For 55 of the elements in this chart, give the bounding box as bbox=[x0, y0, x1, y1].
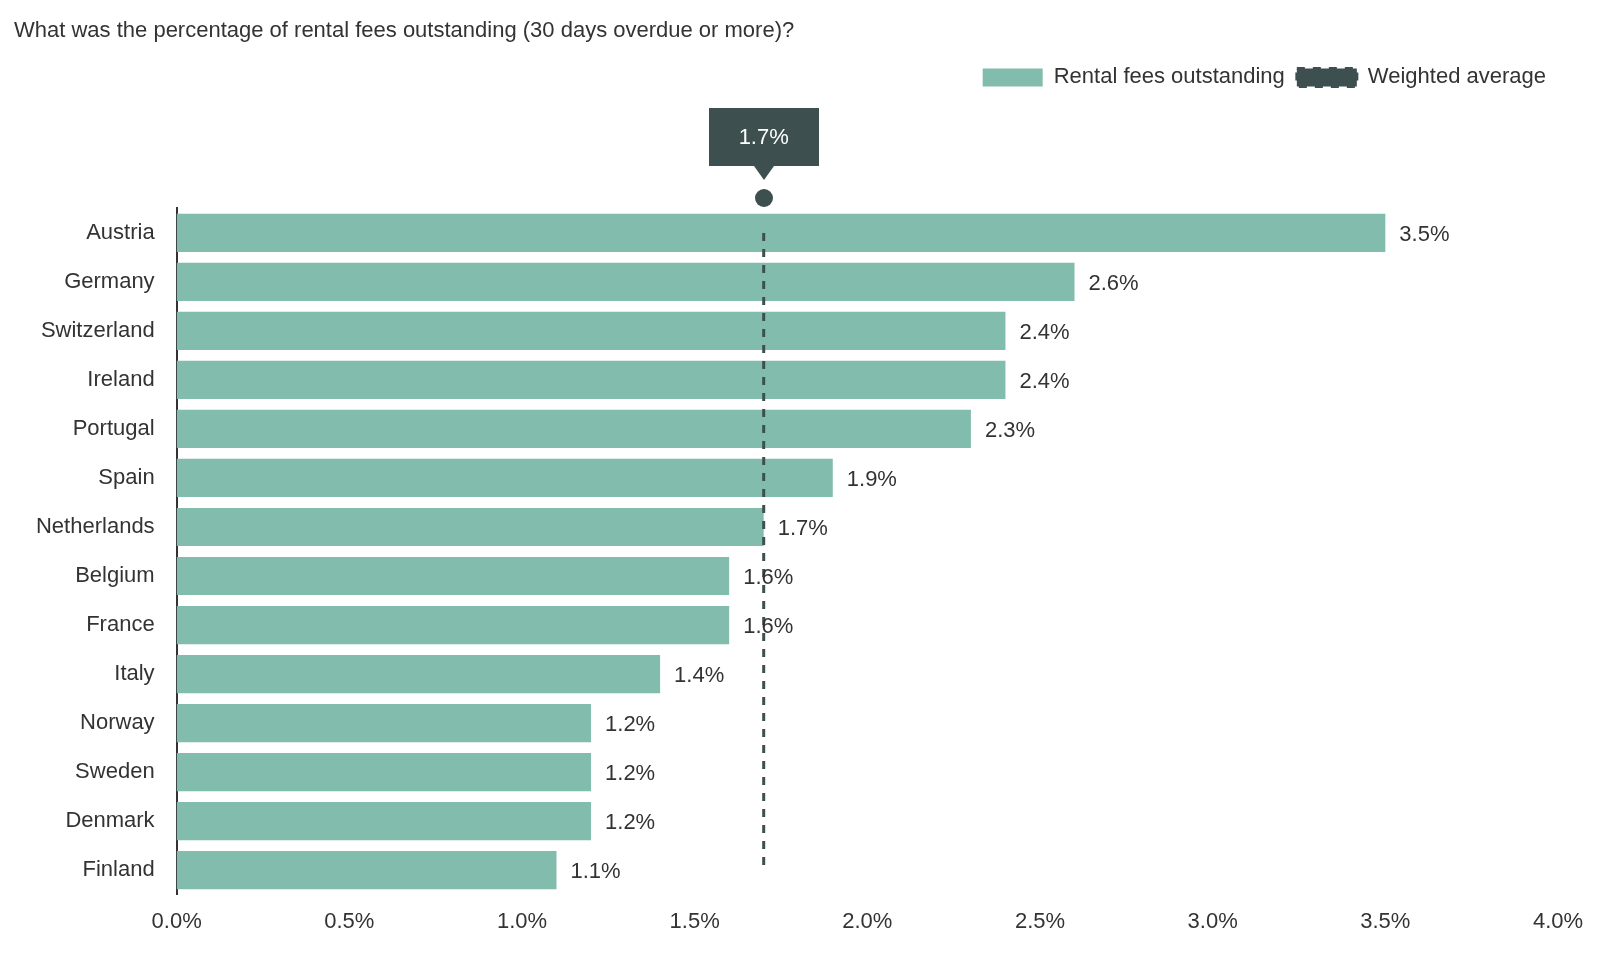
x-tick-label: 0.0% bbox=[151, 907, 202, 933]
y-tick-label: Sweden bbox=[75, 758, 155, 784]
data-label: 1.9% bbox=[846, 466, 897, 492]
y-tick-label: Switzerland bbox=[40, 317, 155, 342]
x-tick-label: 2.5% bbox=[1014, 907, 1066, 933]
x-tick-label: 1.5% bbox=[669, 907, 720, 933]
bar bbox=[176, 409, 971, 449]
bar bbox=[176, 752, 592, 792]
data-label: 1.6% bbox=[743, 613, 794, 639]
y-tick-label: Germany bbox=[64, 267, 155, 293]
y-tick-label: Netherlands bbox=[35, 513, 155, 539]
y-tick-label: Portugal bbox=[72, 415, 155, 441]
x-tick-label: 2.0% bbox=[842, 907, 893, 933]
y-tick-label: Norway bbox=[80, 709, 155, 735]
bar bbox=[176, 703, 592, 743]
text: 1.7% bbox=[708, 108, 819, 167]
chart-title: What was the percentage of rental fees outstanding (30 days overdue or more)? bbox=[14, 17, 795, 43]
data-label: 1.1% bbox=[570, 858, 621, 884]
data-label: 1.6% bbox=[743, 564, 794, 590]
y-tick-label: Denmark bbox=[65, 807, 156, 833]
x-tick-label: 3.0% bbox=[1187, 907, 1238, 933]
data-label: 2.3% bbox=[984, 417, 1036, 443]
data-label: 1.2% bbox=[605, 760, 656, 786]
y-tick-label: Ireland bbox=[87, 366, 155, 392]
bar bbox=[176, 311, 1006, 351]
bar bbox=[176, 360, 1006, 400]
data-label: 2.4% bbox=[1019, 319, 1070, 344]
bar bbox=[176, 458, 833, 498]
y-tick-label: Italy bbox=[114, 660, 155, 686]
data-label: 3.5% bbox=[1399, 220, 1450, 246]
y-tick-label: Finland bbox=[82, 856, 155, 882]
bar bbox=[176, 213, 1386, 253]
bar bbox=[176, 801, 592, 841]
bar bbox=[176, 654, 661, 694]
x-tick-label: 1.0% bbox=[496, 907, 548, 933]
x-tick-label: 3.5% bbox=[1360, 907, 1411, 933]
data-label: 1.7% bbox=[777, 515, 828, 541]
data-label: 2.4% bbox=[1019, 368, 1070, 394]
bar bbox=[176, 556, 730, 596]
y-tick-label: Belgium bbox=[75, 562, 155, 588]
data-label: 1.4% bbox=[674, 662, 725, 688]
data-label: 1.2% bbox=[605, 711, 656, 737]
bar bbox=[176, 262, 1075, 302]
bar bbox=[176, 850, 557, 890]
x-tick-label: 0.5% bbox=[324, 907, 375, 933]
y-tick-label: France bbox=[86, 611, 155, 637]
data-label: 2.6% bbox=[1088, 269, 1139, 295]
bar bbox=[176, 605, 730, 645]
y-tick-label: Austria bbox=[86, 218, 156, 244]
legend-label: Weighted average bbox=[1367, 63, 1547, 89]
legend-label: Rental fees outstanding bbox=[1053, 63, 1285, 89]
y-tick-label: Spain bbox=[98, 464, 155, 490]
bar bbox=[176, 507, 764, 547]
x-tick-label: 4.0% bbox=[1532, 907, 1584, 933]
data-label: 1.2% bbox=[605, 809, 656, 835]
